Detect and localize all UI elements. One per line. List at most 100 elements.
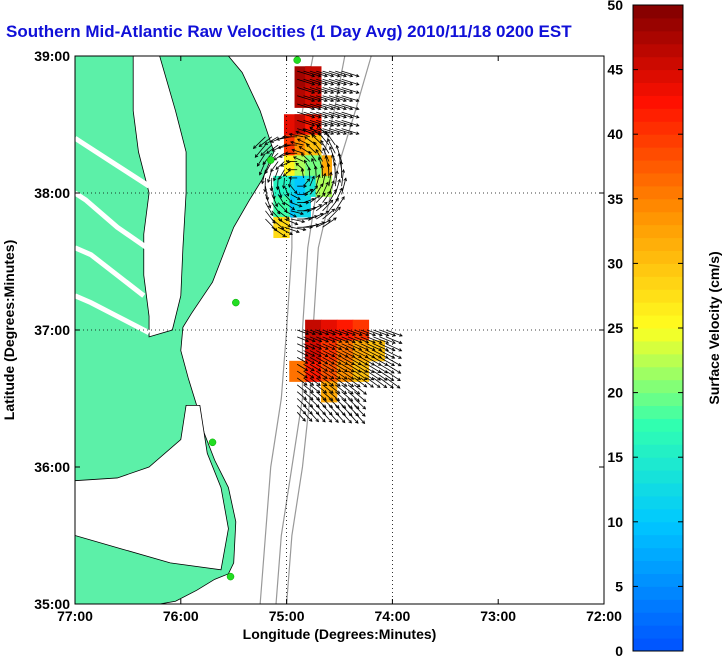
velocity-vector [277, 218, 291, 228]
velocity-vector-head [322, 418, 326, 423]
velocity-vector [331, 154, 336, 170]
velocity-vector [341, 336, 356, 343]
velocity-vector-head [292, 156, 297, 160]
velocity-vector-head [330, 82, 335, 86]
velocity-vector-head [371, 362, 376, 366]
velocity-vector-head [331, 368, 335, 372]
colorbar-band [633, 586, 683, 600]
velocity-vector-head [324, 90, 328, 94]
velocity-vector-head [342, 412, 346, 417]
colorbar-band [633, 340, 683, 355]
velocity-vector [309, 70, 328, 77]
velocity-vector [271, 210, 283, 222]
velocity-vector-head [349, 115, 354, 119]
velocity-vector [341, 87, 359, 94]
velocity-vector-head [361, 420, 366, 425]
velocity-vector [316, 95, 334, 102]
velocity-vector-head [303, 382, 308, 386]
velocity-vector [322, 70, 340, 77]
velocity-vector [379, 336, 396, 344]
velocity-vector [316, 210, 330, 220]
velocity-vector [255, 144, 266, 158]
velocity-vector [336, 145, 342, 162]
velocity-vector-head [352, 332, 357, 336]
velocity-vector [385, 329, 403, 337]
velocity-vector-head [335, 412, 340, 416]
velocity-vector-head [343, 123, 347, 127]
velocity-vector-head [370, 376, 375, 381]
velocity-vector [322, 128, 340, 135]
velocity-vector [322, 343, 335, 350]
velocity-vector-head [282, 233, 287, 238]
velocity-vector-head [317, 115, 322, 119]
velocity-vector [271, 186, 275, 199]
velocity-vector [322, 217, 337, 228]
velocity-vector [303, 377, 314, 386]
velocity-vector-head [252, 145, 257, 149]
velocity-vector [290, 185, 298, 194]
velocity-vector-head [316, 195, 321, 199]
velocity-vector-head [398, 340, 403, 345]
vector-layer [252, 70, 403, 425]
velocity-vector-head [364, 369, 369, 373]
velocity-vector-head [331, 346, 336, 350]
velocity-vector-head [390, 377, 395, 381]
velocity-vector [309, 213, 324, 220]
river-1 [75, 190, 149, 250]
velocity-vector [316, 78, 334, 85]
velocity-vector [304, 136, 317, 146]
velocity-vector [341, 169, 344, 187]
velocity-vector-head [397, 362, 402, 367]
velocity-vector [266, 144, 279, 154]
velocity-vector-head [325, 339, 330, 343]
velocity-vector-head [313, 165, 318, 170]
velocity-vector-head [327, 138, 331, 143]
velocity-vector-head [365, 340, 370, 344]
velocity-vector-head [377, 362, 382, 366]
velocity-vector [341, 350, 355, 358]
velocity-vector-head [338, 339, 343, 343]
velocity-vector [297, 120, 315, 127]
velocity-vector-head [265, 150, 270, 154]
velocity-vector [309, 329, 322, 335]
velocity-vector [303, 207, 316, 212]
velocity-vector-head [399, 333, 403, 337]
velocity-vector-head [355, 82, 360, 86]
velocity-vector-head [318, 339, 323, 343]
colorbar-band [633, 444, 683, 458]
velocity-vector [296, 363, 308, 371]
velocity-vector-head [370, 369, 375, 373]
velocity-vector [296, 357, 308, 364]
velocity-vector-head [265, 197, 270, 201]
velocity-vector [379, 363, 395, 374]
velocity-vector-head [345, 332, 350, 336]
velocity-vector [284, 202, 295, 210]
colorbar-band [633, 521, 683, 536]
velocity-vector-head [336, 82, 341, 86]
velocity-vector-head [397, 370, 402, 374]
velocity-vector [322, 391, 334, 401]
velocity-vector [328, 391, 340, 401]
velocity-vector [354, 377, 367, 388]
velocity-vector-head [357, 376, 362, 380]
velocity-vector-head [302, 418, 306, 422]
velocity-vector-head [335, 419, 339, 423]
velocity-vector [303, 111, 321, 118]
velocity-vector [328, 70, 347, 77]
velocity-vector [328, 329, 343, 336]
velocity-vector [316, 363, 328, 372]
velocity-vector [341, 178, 347, 195]
velocity-vector [354, 411, 365, 424]
velocity-vector [311, 158, 317, 170]
velocity-vector-head [355, 412, 360, 417]
velocity-vector [322, 350, 335, 357]
velocity-vector-head [348, 419, 352, 424]
velocity-vector-head [324, 368, 329, 372]
velocity-vector [366, 357, 382, 366]
velocity-vector [373, 370, 388, 381]
velocity-vector [322, 173, 326, 187]
velocity-vector [315, 384, 327, 394]
velocity-vector [328, 111, 347, 118]
velocity-vector-head [342, 405, 347, 409]
velocity-vector [303, 398, 313, 408]
